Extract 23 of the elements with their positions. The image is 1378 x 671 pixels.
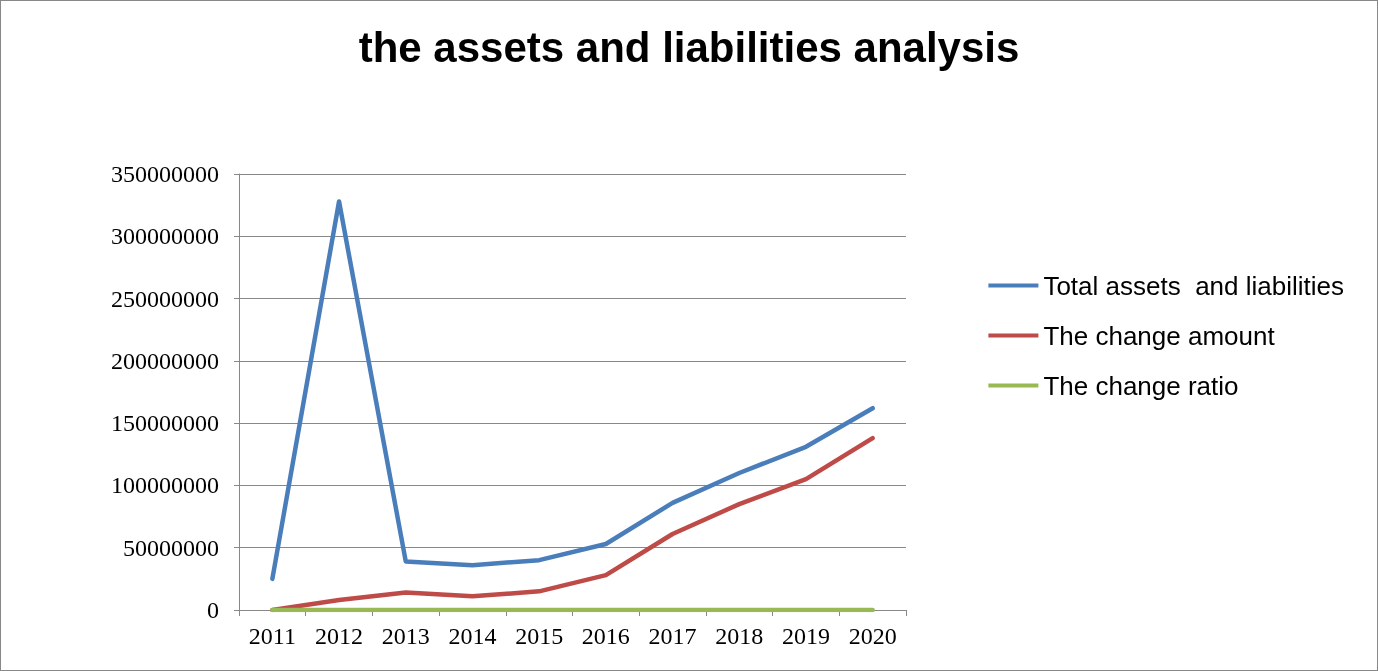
line-series bbox=[270, 199, 875, 582]
y-tick-label: 200000000 bbox=[111, 347, 219, 374]
y-tick-label: 0 bbox=[207, 597, 219, 623]
y-tick-label: 250000000 bbox=[111, 285, 219, 312]
x-tick-label: 2013 bbox=[381, 623, 430, 649]
x-tick-label: 2012 bbox=[315, 623, 364, 649]
x-tick-label: 2014 bbox=[448, 623, 497, 649]
x-tick-label: 2019 bbox=[781, 623, 830, 649]
x-tick-label: 2011 bbox=[248, 623, 296, 649]
chart-title: the assets and liabilities analysis bbox=[358, 23, 1020, 71]
y-tick-label: 50000000 bbox=[123, 534, 219, 561]
x-tick-label: 2015 bbox=[515, 623, 564, 649]
legend-label: The change ratio bbox=[1043, 370, 1239, 401]
x-tick-label: 2018 bbox=[715, 623, 764, 649]
y-tick-label: 100000000 bbox=[111, 472, 219, 499]
x-tick-label: 2020 bbox=[848, 623, 897, 649]
y-tick-label: 150000000 bbox=[111, 410, 219, 437]
x-tick-label: 2017 bbox=[648, 623, 697, 649]
legend-label: Total assets and liabilities bbox=[1043, 270, 1345, 301]
x-tick-label: 2016 bbox=[581, 623, 630, 649]
y-tick-label: 300000000 bbox=[111, 223, 219, 250]
y-tick-label: 350000000 bbox=[111, 161, 219, 187]
legend-label: The change amount bbox=[1043, 320, 1276, 351]
